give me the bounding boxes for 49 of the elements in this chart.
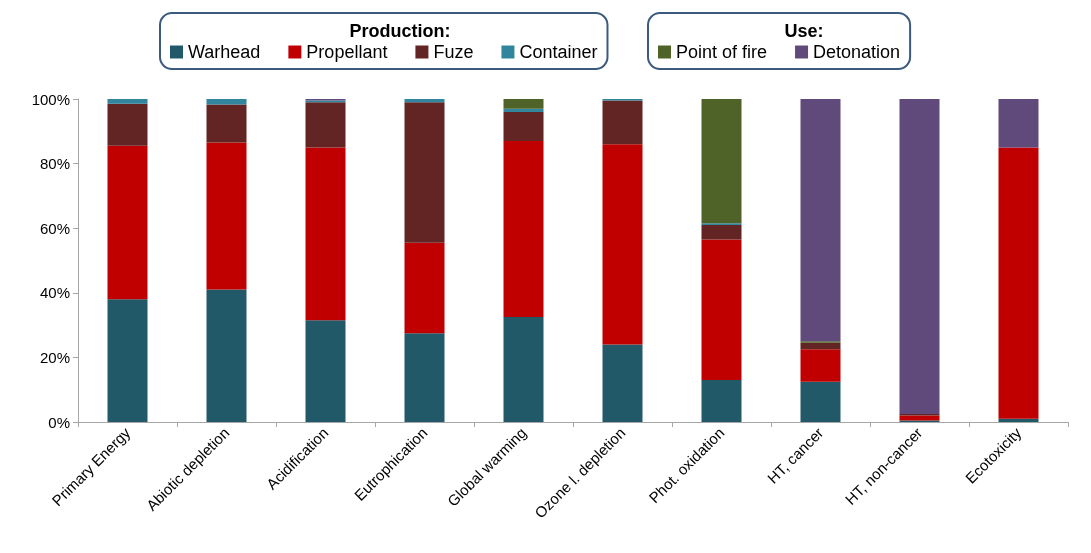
- y-tick-label: 0%: [48, 413, 70, 431]
- bar: [701, 239, 742, 381]
- bar: [305, 147, 346, 321]
- legend-label: Point of fire: [676, 42, 768, 62]
- y-tick-label: 20%: [39, 348, 70, 366]
- bar: [602, 144, 643, 345]
- bar: [701, 380, 742, 422]
- text: Use:: [784, 21, 824, 41]
- bar: [404, 242, 445, 334]
- bar: [404, 102, 445, 243]
- bar: [503, 108, 544, 112]
- bar: [602, 344, 643, 422]
- bar: [998, 99, 1039, 148]
- bar: [206, 289, 247, 422]
- bar: [503, 99, 544, 109]
- bar: [701, 99, 742, 224]
- bar: [305, 320, 346, 422]
- bar: [107, 145, 148, 300]
- bar: [206, 99, 247, 105]
- y-tick-label: 40%: [39, 284, 70, 302]
- bar: [998, 418, 1039, 422]
- bar: [998, 147, 1039, 419]
- bar: [107, 299, 148, 422]
- legend-label: Warhead: [188, 42, 261, 62]
- bar: [404, 99, 445, 103]
- bar: [206, 142, 247, 290]
- y-tick-label: 60%: [39, 219, 70, 237]
- bar: [800, 342, 841, 350]
- bar: [899, 99, 940, 414]
- bar: [800, 99, 841, 342]
- y-tick-label: 80%: [39, 155, 70, 173]
- y-tick-label: 100%: [31, 90, 70, 108]
- bar: [305, 102, 346, 148]
- bar: [404, 333, 445, 422]
- bar: [503, 111, 544, 141]
- legend-label: Container: [519, 42, 598, 62]
- legend-label: Propellant: [306, 42, 388, 62]
- bar: [206, 104, 247, 143]
- legend-label: Detonation: [813, 42, 901, 62]
- text: Production:: [349, 21, 451, 41]
- bar: [503, 140, 544, 318]
- bar: [800, 381, 841, 422]
- bar: [701, 224, 742, 240]
- bar: [107, 103, 148, 146]
- bar: [107, 99, 148, 104]
- bar: [503, 317, 544, 422]
- bar: [800, 349, 841, 382]
- bar: [602, 100, 643, 145]
- legend-label: Fuze: [433, 42, 474, 62]
